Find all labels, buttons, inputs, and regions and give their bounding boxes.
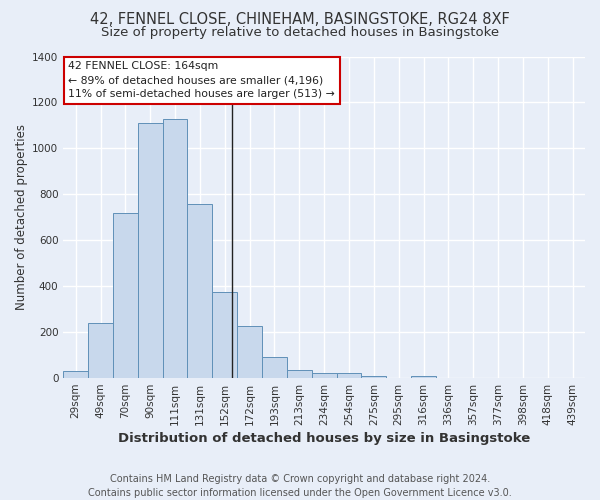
Bar [88,323,113,378]
Bar [312,373,337,378]
Y-axis label: Number of detached properties: Number of detached properties [15,124,28,310]
Bar [212,292,237,378]
Text: Contains HM Land Registry data © Crown copyright and database right 2024.
Contai: Contains HM Land Registry data © Crown c… [88,474,512,498]
Bar [361,376,386,378]
Bar [262,358,287,378]
Bar [287,370,312,378]
X-axis label: Distribution of detached houses by size in Basingstoke: Distribution of detached houses by size … [118,432,530,445]
Text: 42, FENNEL CLOSE, CHINEHAM, BASINGSTOKE, RG24 8XF: 42, FENNEL CLOSE, CHINEHAM, BASINGSTOKE,… [90,12,510,28]
Text: Size of property relative to detached houses in Basingstoke: Size of property relative to detached ho… [101,26,499,39]
Bar [163,118,187,378]
Bar [237,326,262,378]
Bar [187,204,212,378]
Bar [337,374,361,378]
Bar [411,376,436,378]
Bar [63,371,88,378]
Text: 42 FENNEL CLOSE: 164sqm
← 89% of detached houses are smaller (4,196)
11% of semi: 42 FENNEL CLOSE: 164sqm ← 89% of detache… [68,62,335,100]
Bar [138,123,163,378]
Bar [113,212,138,378]
